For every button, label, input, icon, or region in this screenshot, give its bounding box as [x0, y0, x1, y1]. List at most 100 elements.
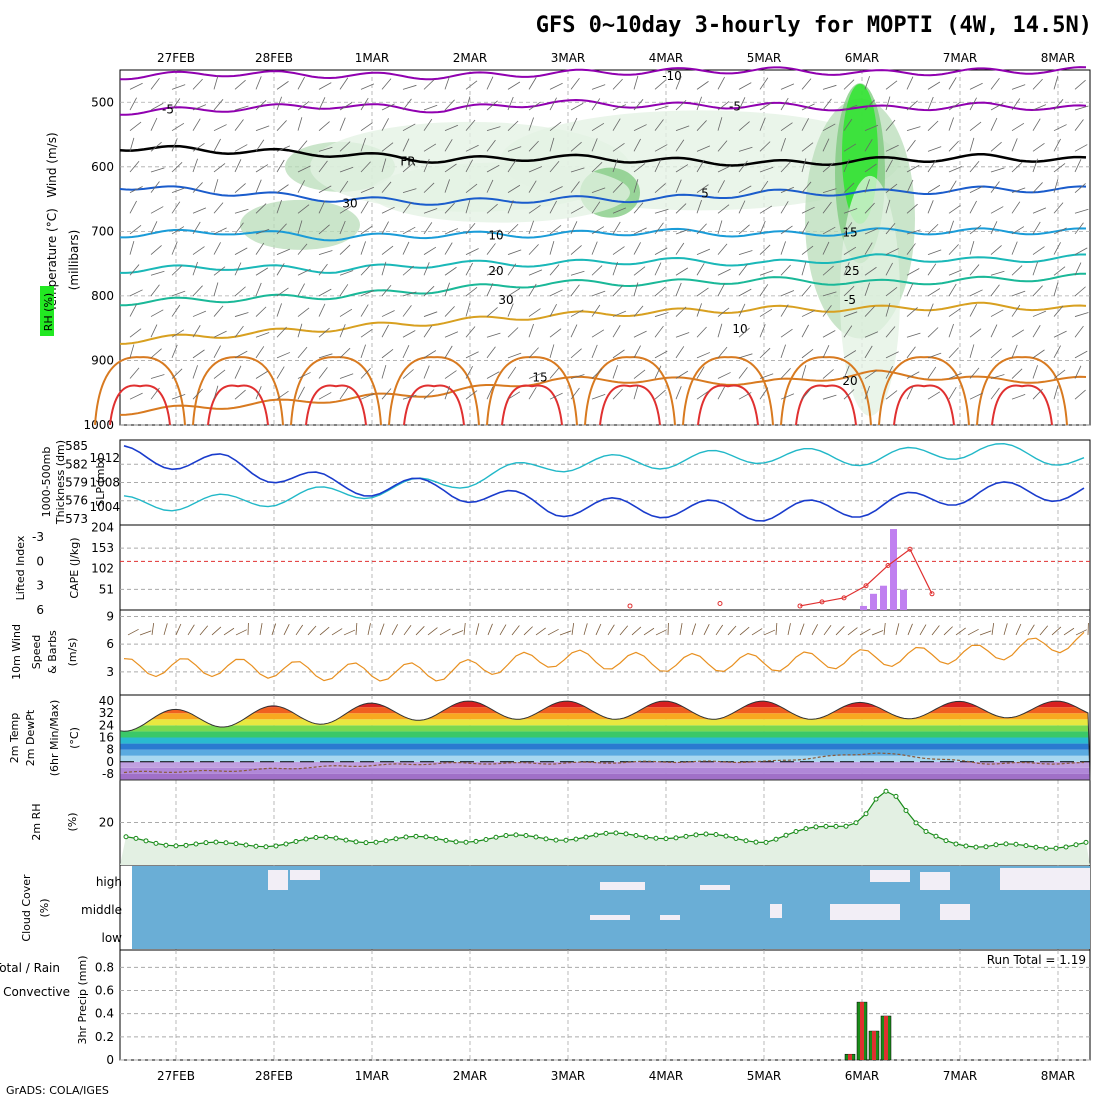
wind-barb — [717, 76, 725, 90]
wind-barb — [801, 78, 812, 90]
wind-barb — [360, 83, 375, 90]
temperature-band — [120, 707, 1090, 714]
wind-barb — [864, 370, 877, 379]
rh-point — [173, 843, 179, 849]
wind-barb — [717, 140, 728, 152]
wind-barb — [151, 623, 155, 636]
wind-barb — [654, 325, 664, 338]
wind-barb — [192, 158, 198, 173]
wind-barb — [276, 81, 289, 90]
lifted-index-tick: -3 — [32, 530, 44, 544]
rh-point — [633, 832, 639, 838]
wind-barb — [318, 224, 330, 235]
wind-barb — [633, 202, 644, 214]
wind-barb — [213, 282, 219, 297]
wind-barb — [234, 119, 244, 131]
wind-barb — [1011, 161, 1023, 173]
wind-barb — [801, 103, 815, 111]
wind-barb — [507, 327, 519, 338]
wind-barb — [1011, 98, 1021, 111]
temperature-contour-5 — [119, 185, 1087, 206]
wind-barb — [150, 348, 162, 359]
wind-barb — [486, 386, 494, 400]
wind-barb — [738, 224, 750, 235]
wind-barb — [381, 261, 387, 276]
wind-speed-line — [123, 631, 1085, 682]
temperature-band — [120, 725, 1090, 732]
bottom-date-label: 2MAR — [453, 1069, 488, 1083]
wind-barb — [864, 306, 875, 317]
cape-bar — [880, 585, 887, 610]
precip-axis-label: 3hr Precip (mm) — [76, 955, 89, 1044]
temperature-band — [120, 761, 1090, 768]
wind-barb — [927, 352, 942, 359]
wind-barb — [343, 629, 356, 636]
warm-contour — [403, 384, 465, 426]
wind-barb — [297, 117, 303, 131]
rh-point — [883, 788, 889, 794]
wind-barb — [967, 628, 979, 636]
wind-barb — [843, 246, 857, 255]
wind-barb — [570, 167, 585, 173]
wind-barb — [906, 386, 914, 400]
wind-barb — [360, 264, 371, 276]
wind-barb — [360, 290, 375, 297]
top-date-label: 3MAR — [551, 51, 586, 65]
wind-barb — [192, 349, 205, 359]
wind-barb — [150, 77, 160, 90]
pressure-tick: 1000 — [83, 418, 114, 432]
wind-barb — [444, 242, 453, 255]
wind-barb — [823, 625, 832, 636]
wind-barb — [486, 283, 494, 297]
wind-barb — [1032, 118, 1041, 131]
wind-barb — [591, 304, 601, 317]
wind-barb — [1053, 124, 1067, 132]
bottom-date-label: 6MAR — [845, 1069, 880, 1083]
rh-point — [433, 835, 439, 841]
wind-barb — [507, 288, 521, 297]
wind-barb — [969, 344, 975, 358]
wind-barb — [255, 76, 262, 90]
wind-barb — [528, 323, 534, 338]
wind-barb — [969, 186, 983, 193]
wind-barb — [255, 242, 265, 255]
wind-barb — [822, 226, 836, 235]
wind-barb — [339, 141, 351, 152]
rh-point — [323, 834, 329, 840]
wind-barb — [717, 268, 731, 276]
wind-barb — [990, 181, 1000, 193]
temperature-band — [120, 713, 1090, 720]
wind-barb — [864, 139, 873, 152]
wind-barb — [381, 206, 395, 214]
wind-barb — [213, 369, 226, 379]
wind-barb — [129, 289, 143, 297]
wind-barb — [885, 365, 893, 379]
wind-barb — [738, 185, 752, 193]
rh-point — [1073, 842, 1079, 848]
rh-point — [683, 833, 689, 839]
wind-barb — [1074, 389, 1086, 400]
wind-barb — [948, 372, 963, 379]
wind-barb — [570, 348, 582, 359]
wind-barb — [1053, 163, 1066, 173]
wind-barb — [175, 623, 182, 636]
rh-point — [773, 836, 779, 842]
pressure-tick: 800 — [91, 289, 114, 303]
wind-barb — [318, 392, 332, 400]
wind-barb — [990, 284, 1000, 297]
wind-barb — [381, 310, 395, 317]
wind-barb — [801, 261, 807, 276]
wind-barb — [486, 268, 500, 276]
wind-barb — [948, 220, 954, 235]
warm-contour — [584, 356, 676, 426]
wind-barb — [738, 250, 753, 255]
wind-barb — [1053, 345, 1061, 359]
wind-barb — [507, 160, 517, 173]
cloud-unit-label: (%) — [38, 898, 51, 917]
lifted-index-axis-label: Lifted Index — [14, 535, 27, 600]
wind-barb — [171, 290, 186, 297]
rh-point — [1003, 841, 1009, 847]
precip-convective-bar — [884, 1016, 888, 1060]
rh-point — [893, 793, 899, 799]
